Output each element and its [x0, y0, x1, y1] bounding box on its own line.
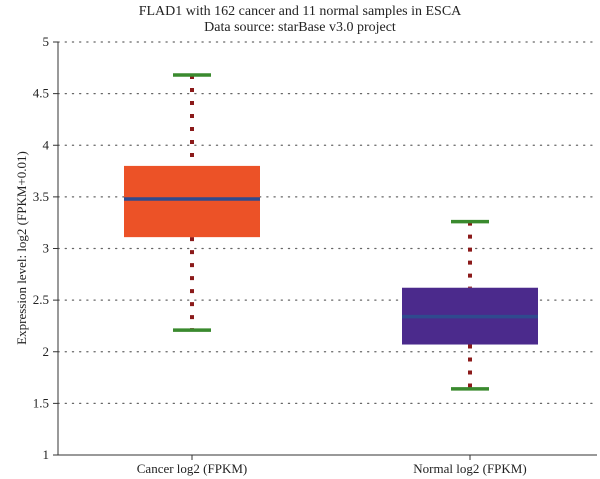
y-tick-label: 2: [43, 344, 50, 359]
x-category-label: Normal log2 (FPKM): [413, 461, 526, 476]
box-0: [124, 73, 260, 332]
chart-title: FLAD1 with 162 cancer and 11 normal samp…: [138, 4, 462, 19]
chart-subtitle: Data source: starBase v3.0 project: [204, 20, 396, 35]
box-1: [402, 219, 538, 391]
y-tick-label: 1.5: [33, 395, 49, 410]
box-body: [124, 165, 260, 238]
y-tick-label: 3: [43, 241, 50, 256]
x-category-label: Cancer log2 (FPKM): [137, 461, 248, 476]
y-tick-label: 1: [43, 447, 50, 462]
y-tick-label: 4: [43, 137, 50, 152]
boxes: [124, 73, 538, 391]
y-tick-label: 2.5: [33, 292, 49, 307]
y-tick-label: 4.5: [33, 86, 49, 101]
y-tick-label: 3.5: [33, 189, 49, 204]
y-tick-label: 5: [43, 34, 50, 49]
axes: 1 1.5 2 2.5 3 3.5 4 4.5 5 Cancer log2 (FPKM) Norma…: [33, 34, 597, 476]
